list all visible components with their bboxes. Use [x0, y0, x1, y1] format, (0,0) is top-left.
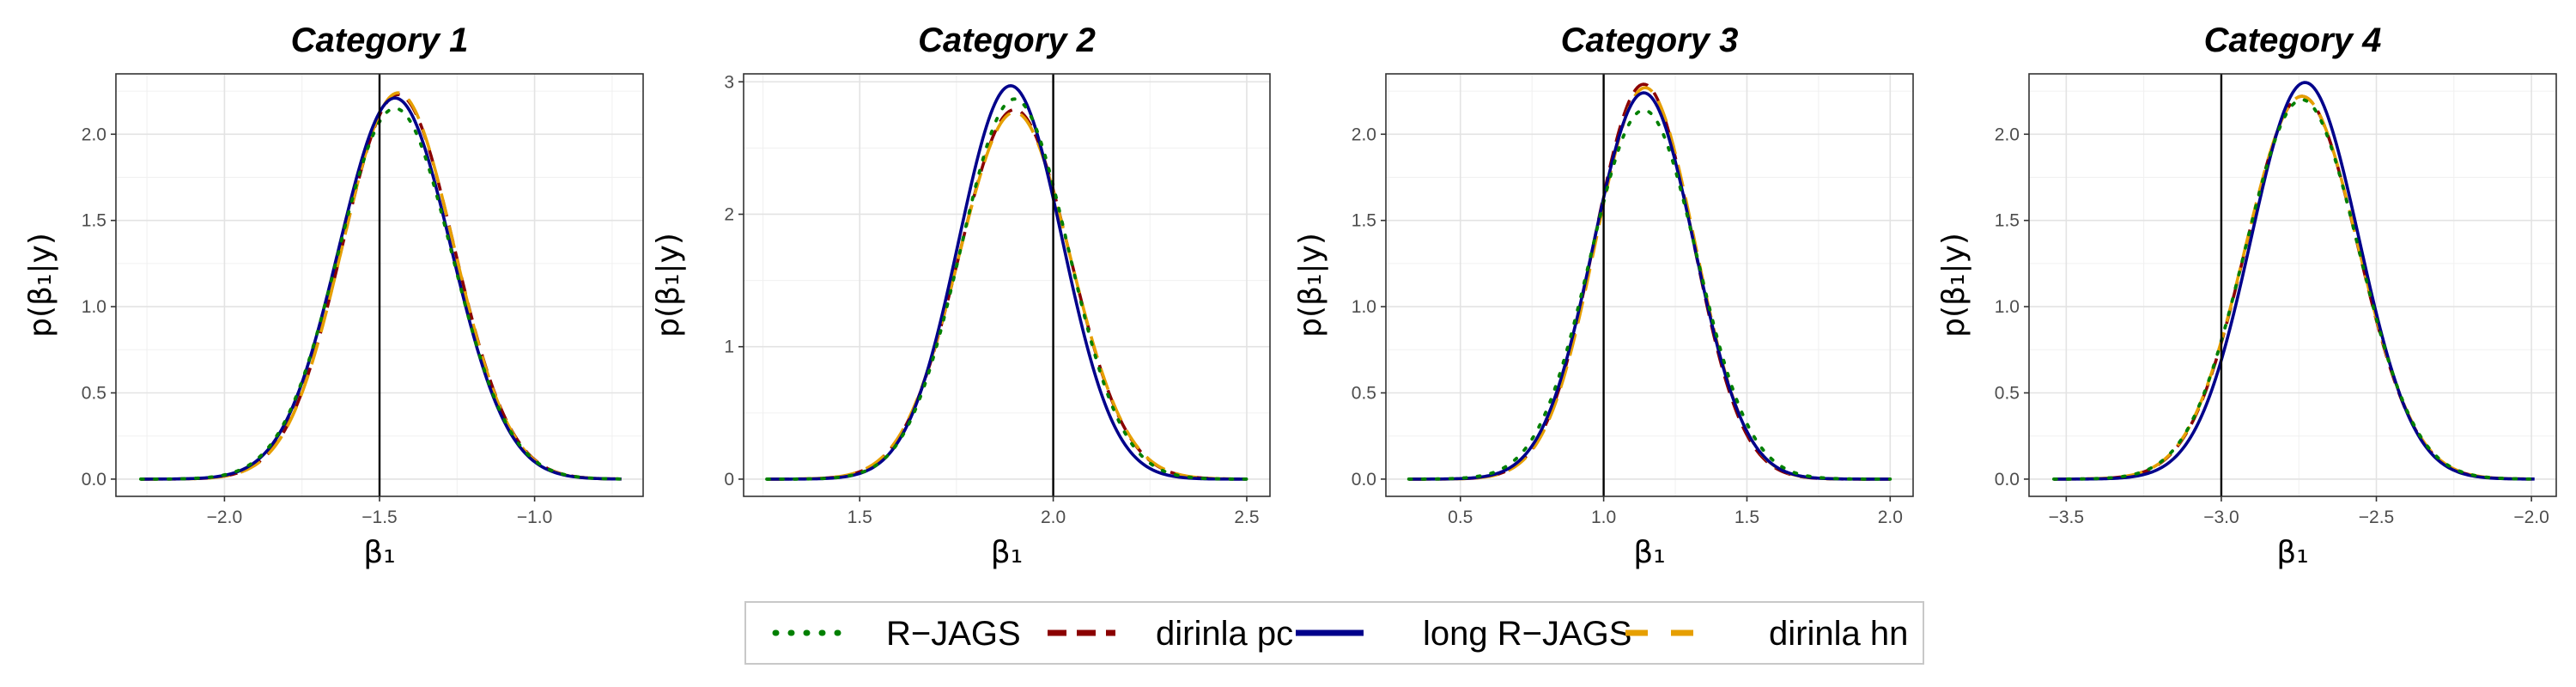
- y-tick-label: 1.0: [82, 297, 106, 317]
- chart-panels: −2.0 −1.5 −1.0 0.0 0.5 1.0 1.5 2.0 Category 1 β₁ p…: [23, 21, 2557, 570]
- y-tick-label: 1.5: [1995, 211, 2020, 231]
- series-line-long-r-jags: [140, 96, 622, 481]
- legend-label: dirinla pc: [1156, 615, 1293, 653]
- y-tick-label: 0.5: [1995, 384, 2020, 404]
- series-line-r-jags: [2051, 98, 2537, 481]
- y-tick-label: 0.0: [82, 470, 106, 489]
- x-tick-label: −2.0: [2513, 508, 2549, 527]
- panel-4: −3.5 −3.0 −2.5 −2.0 0.0 0.5 1.0 1.5 2.0 Category …: [1936, 21, 2557, 570]
- y-tick-label: 2.0: [1352, 125, 1376, 144]
- y-tick-label: 0.5: [82, 384, 106, 404]
- plot-area: [1386, 74, 1913, 496]
- y-tick-label: 2.0: [1995, 125, 2020, 144]
- y-tick-label: 1.5: [82, 211, 106, 231]
- legend-item: long R−JAGS: [1296, 615, 1631, 653]
- x-tick-label: 1.5: [1735, 508, 1759, 527]
- x-tick-label: 0.5: [1448, 508, 1473, 527]
- legend-item: R−JAGS: [772, 615, 1021, 653]
- y-tick-label: 0.5: [1352, 384, 1376, 404]
- panel-2: 1.5 2.0 2.5 0 1 2 3 Category 2 β₁ p(β₁|y): [651, 21, 1271, 570]
- x-tick-label: −1.0: [517, 508, 552, 527]
- x-tick-label: 2.0: [1878, 508, 1903, 527]
- y-tick-label: 1.0: [1995, 297, 2020, 317]
- y-tick-label: 0: [724, 470, 734, 489]
- x-tick-label: 1.0: [1591, 508, 1616, 527]
- series-line-r-jags: [1406, 108, 1893, 481]
- plot-area: [744, 74, 1270, 496]
- panel-border: [1385, 73, 1914, 497]
- plot-area: [2029, 74, 2556, 496]
- legend-item: dirinla pc: [1048, 615, 1293, 653]
- x-tick-label: 2.5: [1234, 508, 1259, 527]
- x-tick-label: 2.0: [1041, 508, 1066, 527]
- x-tick-label: 1.5: [848, 508, 872, 527]
- x-axis-title: β₁: [2276, 535, 2308, 570]
- x-axis-title: β₁: [363, 535, 395, 570]
- legend-item: dirinla hn: [1625, 615, 1908, 653]
- y-tick-label: 0.0: [1352, 470, 1376, 489]
- panel-border: [2028, 73, 2557, 497]
- series-line-long-r-jags: [2053, 81, 2535, 481]
- y-tick-label: 0.0: [1995, 470, 2020, 489]
- panel-3: 0.5 1.0 1.5 2.0 0.0 0.5 1.0 1.5 2.0 Category 3 β₁ p…: [1293, 21, 1914, 570]
- x-tick-label: −1.5: [361, 508, 397, 527]
- y-tick-label: 3: [724, 72, 734, 92]
- series-line-long-r-jags: [767, 84, 1247, 481]
- panel-border: [743, 73, 1271, 497]
- y-axis-title: p(β₁|y): [1936, 233, 1971, 337]
- legend-label: long R−JAGS: [1423, 615, 1631, 653]
- panel-title: Category 1: [291, 21, 469, 59]
- x-tick-label: −2.5: [2359, 508, 2394, 527]
- x-tick-label: −2.0: [207, 508, 242, 527]
- legend: R−JAGS dirinla pc long R−JAGS dirinla hn: [744, 601, 1924, 665]
- y-tick-label: 1.0: [1352, 297, 1376, 317]
- y-tick-label: 2.0: [82, 125, 106, 144]
- panel-title: Category 4: [2204, 21, 2382, 59]
- y-tick-label: 2: [724, 204, 734, 224]
- x-tick-label: −3.5: [2049, 508, 2084, 527]
- panel-title: Category 3: [1561, 21, 1739, 59]
- legend-label: R−JAGS: [886, 615, 1021, 653]
- y-axis-title: p(β₁|y): [23, 233, 58, 337]
- panel-1: −2.0 −1.5 −1.0 0.0 0.5 1.0 1.5 2.0 Category 1 β₁ p…: [23, 21, 644, 570]
- panel-title: Category 2: [918, 21, 1096, 59]
- legend-label: dirinla hn: [1769, 615, 1908, 653]
- y-tick-label: 1: [724, 337, 734, 357]
- x-axis-title: β₁: [991, 535, 1023, 570]
- y-tick-label: 1.5: [1352, 211, 1376, 231]
- x-tick-label: −3.0: [2203, 508, 2239, 527]
- y-axis-title: p(β₁|y): [651, 233, 686, 337]
- x-axis-title: β₁: [1633, 535, 1665, 570]
- y-axis-title: p(β₁|y): [1293, 233, 1328, 337]
